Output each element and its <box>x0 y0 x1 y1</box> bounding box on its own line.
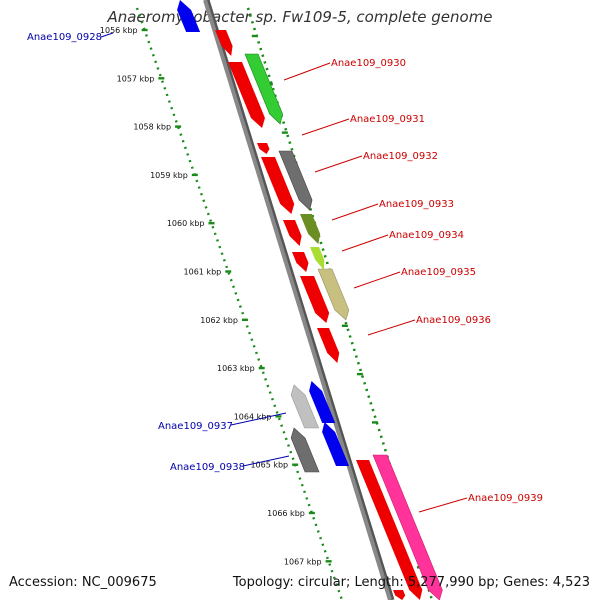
accession-text: Accession: NC_009675 <box>9 575 157 590</box>
gene-arrow <box>244 53 283 125</box>
gene-leader-line <box>230 412 287 426</box>
gene-arrow <box>372 454 443 600</box>
genes-layer <box>177 0 443 600</box>
gene-arrow <box>278 150 313 211</box>
map-title: Anaeromyxobacter sp. Fw109-5, complete g… <box>107 8 493 26</box>
gene-leader-line <box>283 62 331 81</box>
left-ruler-line <box>135 7 344 600</box>
gene-arrow <box>215 30 233 56</box>
kbp-label: 1067 kbp <box>284 557 322 566</box>
gene-leader-line <box>353 271 401 289</box>
labels-layer: Anae109_0928 Anae109_0930 Anae109_0931 Anae… <box>27 32 543 513</box>
gene-leader-line <box>100 32 114 38</box>
gene-leader-line <box>331 203 379 221</box>
kbp-label: 1065 kbp <box>250 461 288 470</box>
gene-arrow <box>228 62 265 128</box>
kbp-label: 1056 kbp <box>100 26 138 35</box>
gene-arrow <box>292 252 309 272</box>
gene-label[interactable]: Anae109_0937 <box>158 421 233 432</box>
gene-arrow <box>290 427 320 473</box>
kbp-label: 1058 kbp <box>133 123 171 132</box>
gene-arrow <box>177 0 201 32</box>
kbp-label: 1064 kbp <box>234 412 272 421</box>
gene-label[interactable]: Anae109_0933 <box>379 199 454 210</box>
gene-arrow <box>317 328 340 363</box>
gene-arrow <box>393 590 406 600</box>
gene-leader-line <box>418 497 468 513</box>
gene-arrow <box>300 214 321 244</box>
gene-arrow <box>290 384 320 429</box>
genome-summary-text: Topology: circular; Length: 5,277,990 bp… <box>232 575 590 590</box>
gene-label[interactable]: Anae109_0934 <box>389 230 464 241</box>
gene-label[interactable]: Anae109_0939 <box>468 493 543 504</box>
kbp-label: 1057 kbp <box>117 74 155 83</box>
gene-arrow <box>322 422 350 466</box>
gene-label[interactable]: Anae109_0936 <box>416 315 491 326</box>
kbp-label: 1066 kbp <box>267 509 305 518</box>
gene-arrow <box>257 143 270 154</box>
gene-leader-line <box>367 319 416 336</box>
backbone-line <box>203 0 392 600</box>
gene-label[interactable]: Anae109_0930 <box>331 58 406 69</box>
gene-leader-line <box>301 118 350 136</box>
gene-leader-line <box>341 234 389 252</box>
kbp-label: 1062 kbp <box>200 316 238 325</box>
kbp-label: 1060 kbp <box>167 219 205 228</box>
backbone-layer <box>203 0 395 600</box>
gene-label[interactable]: Anae109_0928 <box>27 32 102 43</box>
gene-arrow <box>317 268 350 321</box>
gene-leader-line <box>314 155 363 173</box>
gene-arrow <box>356 460 423 600</box>
gene-label[interactable]: Anae109_0935 <box>401 267 476 278</box>
gene-arrow <box>309 381 336 423</box>
kbp-label: 1059 kbp <box>150 171 188 180</box>
gene-leader-line <box>242 455 290 467</box>
gene-arrow <box>261 157 295 214</box>
gene-arrow <box>283 220 302 246</box>
gene-label[interactable]: Anae109_0931 <box>350 114 425 125</box>
kbp-label: 1061 kbp <box>184 268 222 277</box>
gene-label[interactable]: Anae109_0932 <box>363 151 438 162</box>
gene-arrow <box>300 276 330 323</box>
kbp-label: 1063 kbp <box>217 364 255 373</box>
gene-arrow <box>310 247 325 270</box>
gene-label[interactable]: Anae109_0938 <box>170 462 245 473</box>
